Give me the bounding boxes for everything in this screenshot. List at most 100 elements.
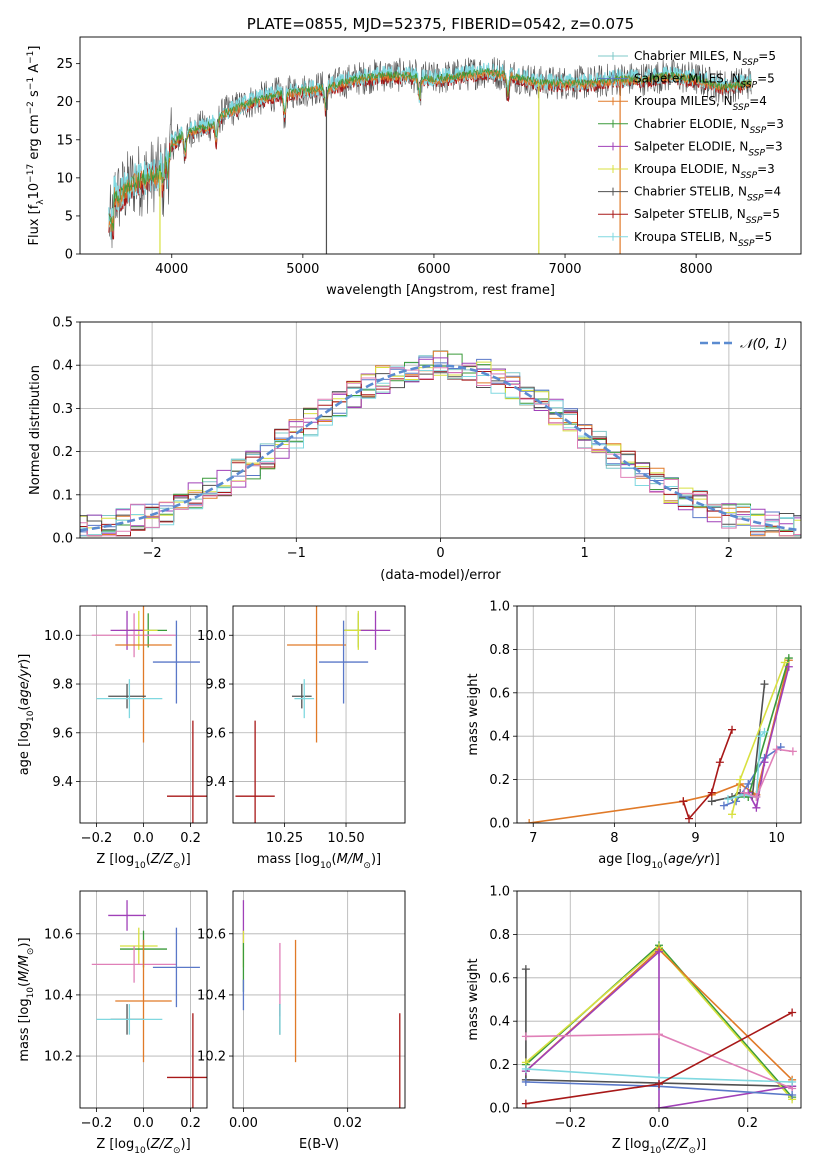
weight-marker (752, 803, 761, 812)
weight-line (529, 660, 790, 823)
legend-label: 𝒩(0, 1) (740, 337, 787, 352)
x-tick-label: 0.2 (180, 1116, 201, 1131)
error-bar-point (167, 1013, 207, 1108)
panel-spectrum: 4000 5000 6000 7000 8000 0 5 10 15 20 25 wavelength… (26, 36, 802, 298)
y-axis-label: mass weight (466, 958, 481, 1040)
panel-age-vs-mass: 10.25 10.50 9.4 9.6 9.8 10.0 mass [log10(M/M⊙)… (197, 605, 406, 871)
legend-label: Salpeter ELODIE, NSSP=3 (634, 139, 783, 158)
panel-mass-vs-EBV: 0.00 0.02 10.2 10.4 10.6 E(B-V) (197, 890, 406, 1152)
weight-marker (788, 1008, 797, 1017)
weight-marker (707, 788, 716, 797)
axes-frame (79, 36, 802, 255)
x-tick-label: −0.2 (81, 831, 113, 846)
x-tick-label: 1 (581, 546, 589, 561)
y-axis-label: mass weight (466, 673, 481, 755)
error-bar-point (291, 684, 312, 709)
y-tick-label: 0.0 (489, 817, 510, 832)
weight-marker (728, 810, 737, 819)
error-bar-point (167, 720, 207, 823)
weight-marker (780, 658, 789, 667)
x-tick-label: 0.2 (737, 1116, 758, 1131)
x-tick-label: 7 (529, 831, 537, 846)
axes-frame (79, 321, 802, 539)
x-tick-label: 2 (725, 546, 733, 561)
weight-marker (723, 795, 732, 804)
histogram-series (80, 364, 801, 537)
panel-weight-vs-age: 7 8 9 10 0.0 0.2 0.4 0.6 0.8 1.0 age [log10(age/yr… (466, 600, 802, 871)
weight-series (719, 743, 785, 810)
error-bar-point (287, 606, 347, 743)
error-bar-point (91, 946, 177, 983)
weight-marker (719, 801, 728, 810)
weight-series (744, 662, 793, 812)
ticks: −0.2 0.0 0.2 10.2 10.4 10.6 (44, 891, 207, 1131)
x-tick-label: 8 (610, 831, 618, 846)
plot-area (242, 900, 401, 1108)
axes-frame (79, 605, 208, 824)
error-bar-point (115, 606, 172, 743)
x-tick-label: 10 (768, 831, 785, 846)
spectrum-line (108, 69, 752, 233)
y-tick-label: 0.8 (489, 928, 510, 943)
y-tick-label: 9.8 (205, 678, 226, 693)
error-bar-point (108, 900, 146, 931)
legend-label: Salpeter STELIB, NSSP=5 (634, 207, 780, 226)
x-tick-label: 4000 (155, 262, 188, 277)
x-tick-label: 0.02 (333, 1116, 362, 1131)
plot-area (521, 941, 797, 1108)
y-tick-label: 0.2 (489, 1058, 510, 1073)
x-tick-label: 0.2 (180, 831, 201, 846)
error-bar-point (152, 620, 200, 704)
weight-marker (788, 1077, 797, 1086)
y-axis-label: Normed distribution (28, 365, 43, 495)
weight-marker (760, 758, 769, 767)
y-tick-label: 0.2 (489, 773, 510, 788)
legend-label: Chabrier STELIB, NSSP=4 (634, 185, 781, 204)
x-tick-label: 0 (436, 546, 444, 561)
x-tick-label: −0.2 (554, 1116, 586, 1131)
x-axis-label: Z [log10(Z/Z⊙)] (96, 852, 190, 871)
y-tick-label: 0.1 (52, 488, 73, 503)
y-tick-label: 10 (56, 171, 73, 186)
weight-marker (521, 1064, 530, 1073)
weight-marker (728, 725, 737, 734)
weight-line (747, 666, 790, 811)
plot-area (91, 606, 207, 823)
x-axis-label: Z [log10(Z/Z⊙)] (96, 1137, 190, 1156)
y-tick-label: 0.4 (489, 1015, 510, 1030)
error-bar-point (360, 610, 391, 650)
y-tick-label: 10.6 (44, 927, 73, 942)
histogram-series (80, 357, 801, 536)
y-tick-label: 10.0 (197, 629, 226, 644)
legend-label: Kroupa STELIB, NSSP=5 (634, 230, 772, 249)
histogram-series (80, 356, 801, 537)
weight-marker (521, 1077, 530, 1086)
normal-curve (80, 364, 799, 532)
weight-marker (521, 965, 530, 974)
y-tick-label: 9.6 (205, 726, 226, 741)
legend-label: Chabrier MILES, NSSP=5 (634, 49, 776, 68)
plot-area (91, 900, 207, 1108)
weight-marker (525, 819, 534, 823)
y-tick-label: 0.6 (489, 686, 510, 701)
weight-marker (655, 1104, 663, 1108)
weight-series (679, 725, 737, 823)
x-tick-label: 10.50 (327, 831, 364, 846)
y-axis-label: Flux [fλ10−17 erg cm−2 s−1 A−1] (26, 46, 46, 246)
weight-marker (756, 732, 765, 741)
axes-frame (516, 605, 802, 824)
histogram-series (80, 366, 801, 537)
y-tick-label: 10.2 (44, 1050, 73, 1065)
y-tick-label: 0.3 (52, 402, 73, 417)
weight-marker (752, 792, 761, 801)
spectrum-line (108, 67, 752, 231)
ticks: −0.2 0.0 0.2 0.0 0.2 0.4 0.6 0.8 1.0 (489, 885, 801, 1131)
weight-marker (521, 1032, 530, 1041)
y-tick-label: 9.8 (52, 678, 73, 693)
weight-series (521, 1030, 797, 1093)
y-tick-label: 0.2 (52, 445, 73, 460)
error-bar-point (91, 613, 177, 658)
error-bar-point (119, 927, 158, 965)
legend-label: Salpeter MILES, NSSP=5 (634, 72, 775, 91)
y-tick-label: 0.4 (52, 359, 73, 374)
